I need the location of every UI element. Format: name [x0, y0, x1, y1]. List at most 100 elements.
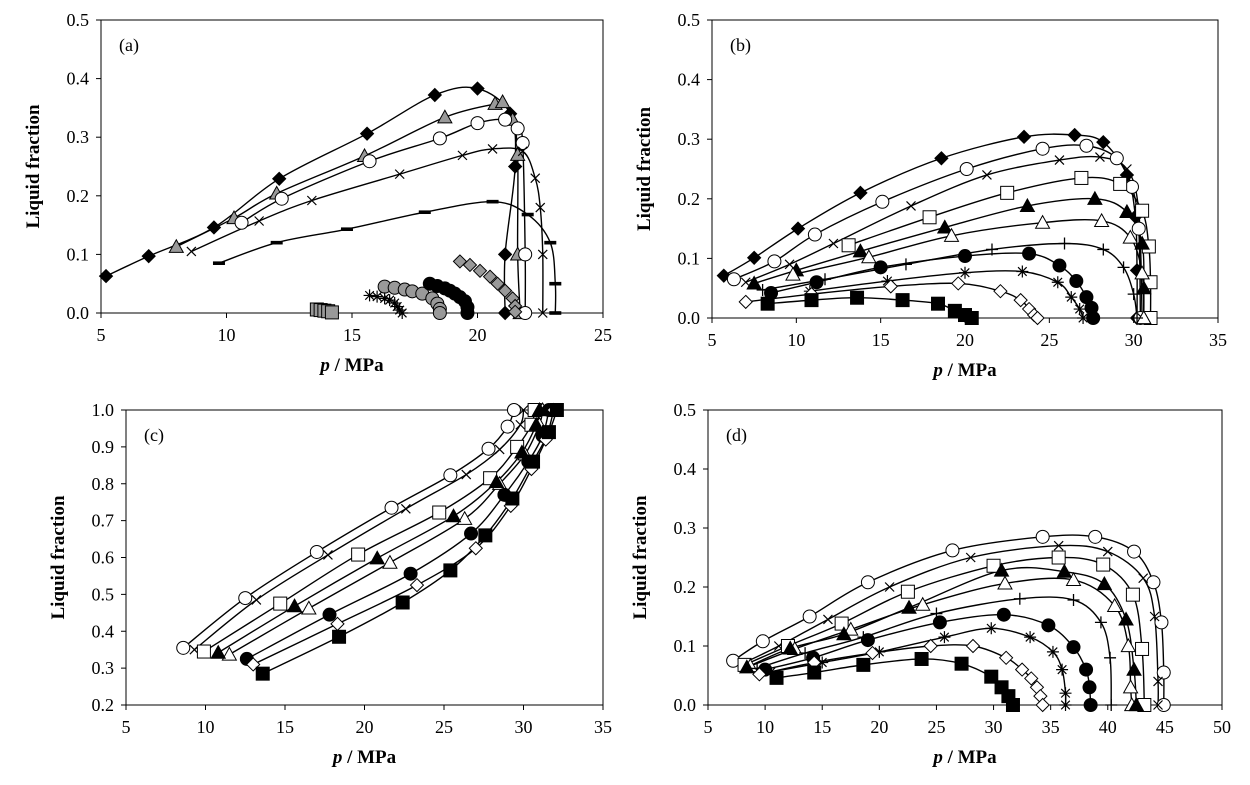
data-point	[500, 419, 515, 434]
panel-label: (c)	[144, 425, 164, 446]
data-point	[395, 595, 410, 610]
data-point	[306, 195, 317, 206]
series-9	[363, 289, 409, 319]
data-point	[1135, 280, 1152, 295]
data-point	[1079, 662, 1094, 677]
series-line	[750, 577, 1133, 706]
data-point	[1154, 615, 1169, 630]
data-point	[1146, 575, 1161, 590]
data-point	[544, 240, 557, 245]
data-point	[1153, 676, 1163, 687]
series-9	[803, 265, 1090, 324]
data-point	[391, 300, 404, 313]
series-line	[193, 409, 525, 651]
x-tick-label: 15	[343, 325, 361, 345]
y-tick-label: 0.6	[92, 548, 115, 568]
y-axis-label: Liquid fraction	[23, 104, 44, 228]
data-point	[1096, 576, 1113, 591]
data-point	[1034, 214, 1051, 229]
x-tick-label: 10	[197, 717, 215, 737]
data-point	[359, 126, 375, 141]
data-point	[432, 131, 447, 146]
data-point	[340, 227, 353, 232]
data-point	[210, 644, 227, 659]
y-axis-label: Liquid fraction	[634, 107, 655, 231]
data-point	[895, 293, 910, 308]
y-tick-label: 0.4	[67, 69, 90, 89]
data-point	[1013, 292, 1028, 308]
data-point	[738, 294, 753, 310]
data-point	[1127, 288, 1140, 301]
data-point	[985, 243, 998, 256]
data-point	[515, 136, 530, 151]
data-point	[823, 614, 833, 625]
data-point	[497, 247, 513, 262]
series-1	[98, 81, 523, 321]
data-point	[1102, 546, 1113, 557]
data-point	[409, 577, 425, 593]
chart-panel-b: 5 10 15 20 25 30 35 0.0 0.1 0.2 0.3 0.4 0.5 p / MPa Li…	[634, 10, 1227, 381]
data-point	[482, 269, 498, 284]
data-point	[176, 640, 191, 655]
x-tick-label: 5	[122, 717, 131, 737]
y-tick-label: 0.3	[674, 518, 697, 538]
data-point	[272, 171, 287, 187]
data-point	[396, 307, 409, 319]
data-point	[286, 598, 303, 613]
series-line	[792, 218, 1145, 319]
data-point	[515, 419, 526, 430]
data-point	[418, 210, 431, 215]
data-point	[802, 609, 817, 624]
x-tick-label: 5	[97, 325, 106, 345]
data-point	[782, 640, 799, 655]
y-axis-label: Liquid fraction	[48, 495, 69, 619]
data-point	[959, 266, 971, 279]
data-point	[1082, 680, 1097, 695]
series-line	[745, 155, 1143, 319]
data-point	[982, 170, 992, 180]
x-tick-label: 50	[1213, 717, 1231, 737]
data-point	[537, 308, 548, 318]
data-point	[400, 503, 411, 514]
data-point	[98, 268, 114, 284]
data-point	[1153, 700, 1163, 710]
data-point	[487, 143, 498, 154]
data-point	[1128, 696, 1145, 712]
data-point	[141, 248, 156, 264]
y-tick-label: 0.4	[674, 459, 697, 479]
data-point	[1052, 258, 1067, 273]
y-tick-label: 0.0	[678, 308, 701, 328]
data-point	[1024, 671, 1039, 686]
data-point	[996, 607, 1011, 622]
series-8	[255, 403, 564, 681]
data-point	[251, 594, 262, 605]
data-point	[1069, 274, 1084, 289]
data-point	[168, 238, 185, 253]
data-point	[1117, 261, 1130, 274]
x-tick-label: 10	[218, 325, 236, 345]
data-point	[234, 215, 249, 230]
x-tick-label: 25	[594, 325, 612, 345]
chart-panel-d: 5 10 15 20 25 30 35 40 45 50 0.0 0.1 0.2 0.3 0.4 0.5 p /…	[630, 400, 1231, 768]
data-point	[461, 469, 472, 480]
data-point	[1105, 699, 1118, 711]
data-point	[1074, 170, 1089, 185]
data-point	[478, 528, 493, 543]
series-8	[764, 246, 1101, 325]
data-point	[964, 311, 979, 325]
series-line	[741, 544, 1159, 706]
data-point	[836, 626, 852, 641]
x-tick-label: 20	[956, 330, 974, 350]
data-point	[490, 276, 505, 291]
data-point	[914, 651, 929, 666]
data-point	[900, 584, 915, 599]
series-line	[764, 614, 1092, 706]
data-point	[443, 563, 458, 578]
x-tick-label: 5	[704, 717, 713, 737]
data-point	[470, 81, 485, 96]
data-point	[1135, 309, 1152, 325]
data-point	[462, 257, 478, 273]
x-axis-label: p / MPa	[331, 747, 397, 768]
data-point	[521, 212, 534, 217]
data-point	[809, 275, 824, 290]
